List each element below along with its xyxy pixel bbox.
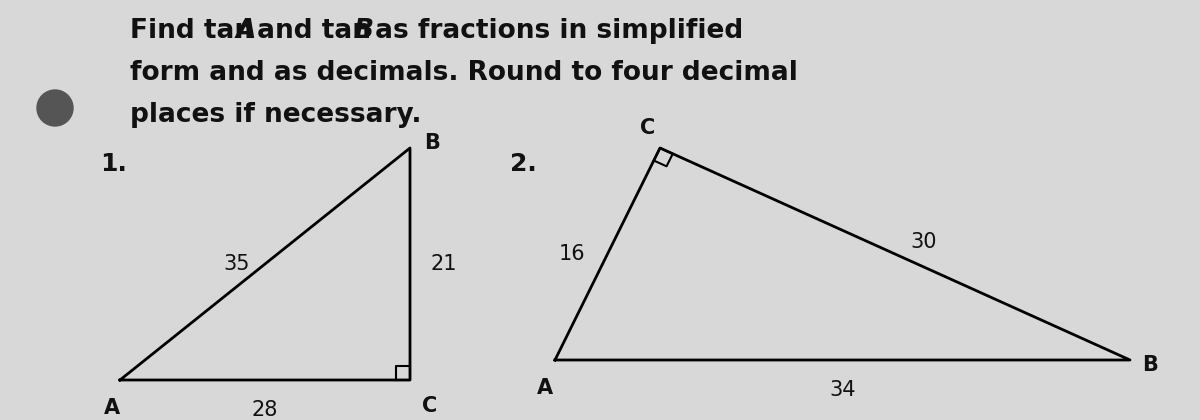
Text: C: C <box>422 396 437 416</box>
Text: B: B <box>354 18 374 44</box>
Text: A: A <box>104 398 120 418</box>
Text: Find tan: Find tan <box>130 18 263 44</box>
Text: 21: 21 <box>430 254 456 274</box>
Text: and tan: and tan <box>247 18 380 44</box>
Text: 2.: 2. <box>510 152 536 176</box>
Text: B: B <box>1142 355 1158 375</box>
Text: B: B <box>424 133 440 153</box>
Text: 1.: 1. <box>100 152 127 176</box>
Text: 34: 34 <box>829 380 856 400</box>
Text: 30: 30 <box>910 232 936 252</box>
Text: C: C <box>640 118 655 138</box>
Text: A: A <box>236 18 257 44</box>
Text: 16: 16 <box>559 244 586 264</box>
Text: as fractions in simplified: as fractions in simplified <box>366 18 743 44</box>
Text: A: A <box>536 378 553 398</box>
Text: 28: 28 <box>252 400 278 420</box>
Text: places if necessary.: places if necessary. <box>130 102 421 128</box>
Text: form and as decimals. Round to four decimal: form and as decimals. Round to four deci… <box>130 60 798 86</box>
Text: 35: 35 <box>223 254 251 274</box>
Ellipse shape <box>37 90 73 126</box>
